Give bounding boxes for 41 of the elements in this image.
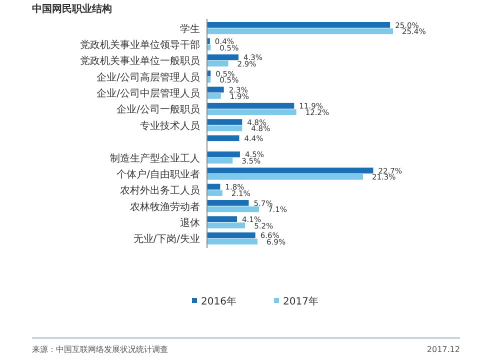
y-tick-label: 学生 xyxy=(180,22,200,35)
bar xyxy=(207,119,242,125)
y-tick-label: 制造生产型企业工人 xyxy=(110,152,200,164)
bar xyxy=(207,216,238,222)
bar xyxy=(207,184,220,190)
bar xyxy=(207,151,240,158)
bar xyxy=(207,54,238,60)
bar xyxy=(207,93,221,99)
bar xyxy=(207,222,246,228)
bar xyxy=(207,86,224,93)
y-tick-label: 农林牧渔劳动者 xyxy=(130,200,200,213)
text: 2017.12 xyxy=(426,345,460,354)
y-tick-label: 企业/公司高层管理人员 xyxy=(96,71,200,84)
bar xyxy=(207,232,256,238)
bar xyxy=(207,28,393,34)
y-tick-label: 专业技术人员 xyxy=(140,120,200,132)
bar xyxy=(207,125,242,132)
bar xyxy=(207,158,233,164)
bar xyxy=(207,22,390,28)
y-tick-label: 个体户/自由职业者 xyxy=(116,168,200,180)
bar xyxy=(207,190,222,196)
source-note: 来源：中国互联网络发展状况统计调查 xyxy=(32,345,168,354)
bar xyxy=(207,135,240,142)
y-tick-label: 企业/公司中层管理人员 xyxy=(96,88,200,100)
y-tick-label: 党政机关事业单位一般职员 xyxy=(80,55,200,68)
bar xyxy=(207,206,259,212)
bar xyxy=(207,168,374,174)
y-tick-label: 党政机关事业单位领导干部 xyxy=(80,38,200,51)
legend-label: 2016年 xyxy=(201,296,236,308)
legend-label: 2017年 xyxy=(283,296,318,308)
bar xyxy=(207,109,296,116)
bar xyxy=(207,60,228,66)
text: 中国网民职业结构 xyxy=(32,3,112,15)
y-tick-label: 无业/下岗/失业 xyxy=(133,233,200,246)
y-tick-label: 农村外出务工人员 xyxy=(120,184,200,197)
y-tick-label: 退休 xyxy=(180,217,200,230)
bar xyxy=(207,102,294,109)
bar xyxy=(207,174,363,180)
bar xyxy=(207,238,258,244)
y-tick-label: 企业/公司一般职员 xyxy=(116,104,200,116)
bar xyxy=(207,200,249,206)
